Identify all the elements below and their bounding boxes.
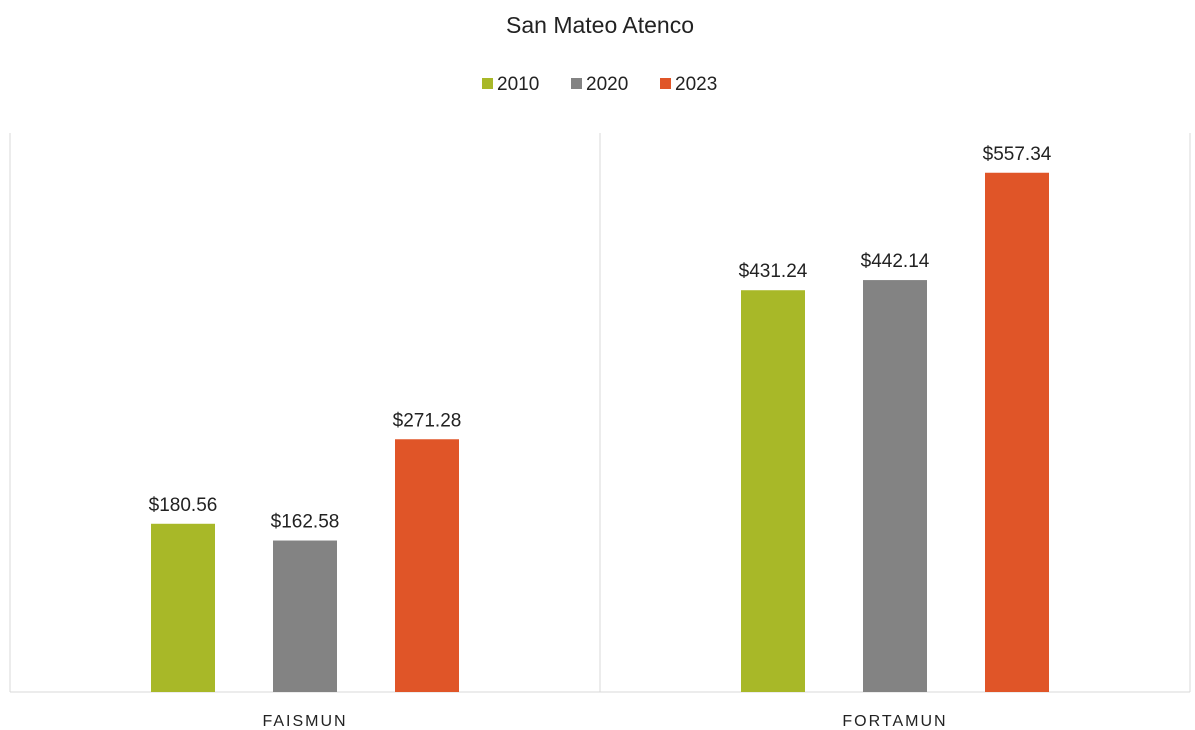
bar xyxy=(741,290,805,692)
data-label: $162.58 xyxy=(271,512,340,533)
bar xyxy=(273,540,337,692)
bar xyxy=(863,280,927,692)
legend-swatch xyxy=(482,78,493,89)
chart-title: San Mateo Atenco xyxy=(506,12,694,38)
data-label: $557.34 xyxy=(983,144,1052,165)
x-tick-label: FAISMUN xyxy=(262,713,347,730)
legend-label: 2010 xyxy=(497,74,539,95)
legend-swatch xyxy=(660,78,671,89)
bar xyxy=(985,172,1049,693)
x-tick-label: FORTAMUN xyxy=(842,713,947,730)
legend-swatch xyxy=(571,78,582,89)
bar xyxy=(395,439,459,692)
bar xyxy=(151,523,215,692)
data-label: $431.24 xyxy=(739,261,808,282)
legend-label: 2020 xyxy=(586,74,628,95)
legend-label: 2023 xyxy=(675,74,717,95)
data-label: $180.56 xyxy=(149,495,218,516)
data-label: $442.14 xyxy=(861,251,930,272)
data-label: $271.28 xyxy=(393,410,462,431)
